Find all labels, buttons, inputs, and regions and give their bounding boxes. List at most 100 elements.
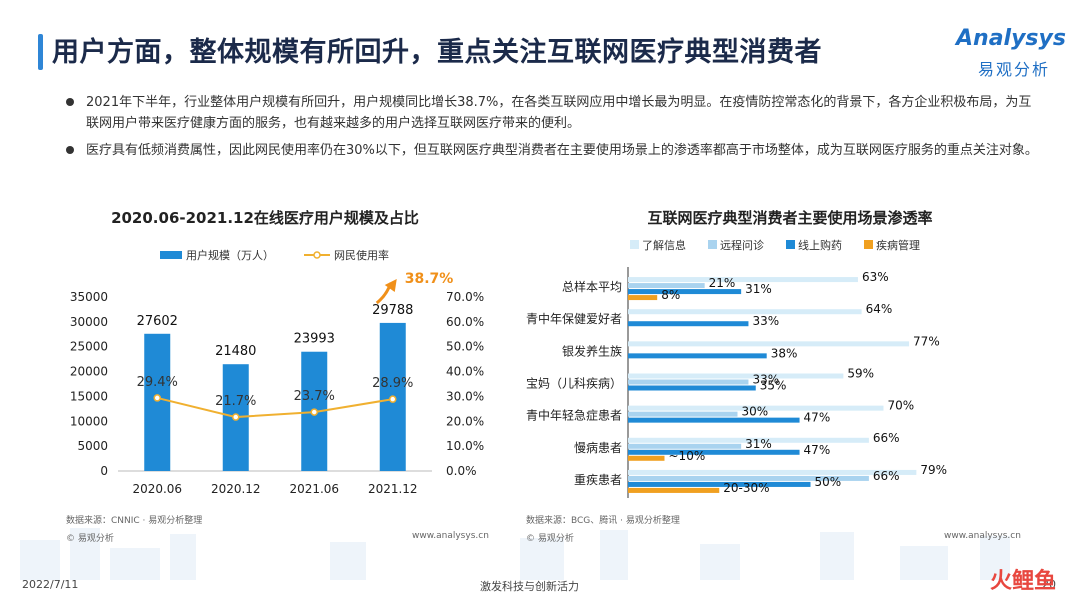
legend-marker (313, 251, 321, 259)
bar (628, 341, 910, 347)
bar-value-label: 29788 (372, 303, 413, 318)
y-left-tick-label: 15000 (70, 389, 108, 403)
analysys-logo: Analysys 易观分析 (956, 26, 1066, 82)
legend-label: 用户规模（万人） (186, 248, 274, 262)
left-website: www.analysys.cn (412, 531, 489, 541)
bar (628, 277, 858, 283)
bar-value-label: 31% (745, 282, 772, 296)
bar (628, 455, 665, 461)
bar-value-label: 8% (661, 288, 680, 302)
city-skyline-decoration (20, 528, 1010, 580)
right-chart-title: 互联网医疗典型消费者主要使用场景渗透率 (647, 209, 933, 227)
bar-value-label: 35% (760, 379, 787, 393)
y-right-tick-label: 50.0% (446, 340, 484, 354)
bullet-dot-icon (66, 98, 74, 106)
bar (628, 321, 749, 327)
legend-label: 线上购药 (798, 238, 842, 252)
legend-swatch (864, 240, 873, 249)
legend-swatch-bars (160, 251, 182, 259)
bar (628, 353, 767, 359)
bar-value-label: 33% (752, 314, 779, 328)
bar (628, 385, 756, 391)
logo-text-cn: 易观分析 (978, 60, 1051, 79)
bar-value-label: 59% (847, 367, 874, 381)
bar-value-label: 64% (866, 302, 893, 316)
line-value-label: 21.7% (215, 394, 256, 409)
bar (144, 333, 171, 471)
watermark-logo: 火鲤鱼 (990, 569, 1057, 594)
right-website: www.analysys.cn (944, 531, 1021, 541)
page-title: 用户方面，整体规模有所回升，重点关注互联网医疗典型消费者 (52, 37, 822, 68)
bar-value-label: 63% (862, 270, 889, 284)
bar (628, 481, 811, 487)
logo-text-en: Analysys (956, 26, 1066, 51)
line-value-label: 28.9% (372, 376, 413, 391)
growth-arrowhead-icon (384, 279, 397, 292)
footer-date: 2022/7/11 (22, 578, 79, 591)
bar-value-label: 38% (771, 346, 798, 360)
bullet-dot-icon (66, 146, 74, 154)
bar (628, 443, 742, 449)
bar (628, 437, 869, 443)
bar (628, 289, 742, 295)
bar (628, 405, 884, 411)
category-label: 慢病患者 (574, 440, 622, 455)
bullet-text: 医疗具有低频消费属性，因此网民使用率仍在30%以下，但互联网医疗典型消费者在主要… (86, 143, 1038, 158)
y-right-tick-label: 0.0% (446, 464, 477, 478)
legend-label: 疾病管理 (876, 238, 920, 252)
y-right-tick-label: 20.0% (446, 414, 484, 428)
right-source: 数据来源：BCG、腾讯 · 易观分析整理 (526, 516, 680, 526)
growth-annotation: 38.7% (405, 271, 454, 287)
title-accent-bar (38, 34, 43, 70)
bar (628, 475, 869, 481)
bar (628, 417, 800, 423)
bar (628, 373, 844, 379)
y-left-tick-label: 10000 (70, 414, 108, 428)
bullet-item: 2021年下半年，行业整体用户规模有所回升，用户规模同比增长38.7%，在各类互… (60, 92, 1040, 134)
line-point (389, 395, 397, 403)
category-label: 重疾患者 (574, 472, 622, 487)
legend-swatch (708, 240, 717, 249)
x-tick-label: 2021.06 (289, 482, 339, 496)
category-label: 青中年轻急症患者 (526, 408, 622, 423)
bar (628, 469, 917, 475)
bullet-item: 医疗具有低频消费属性，因此网民使用率仍在30%以下，但互联网医疗典型消费者在主要… (60, 140, 1040, 161)
left-chart-title: 2020.06-2021.12在线医疗用户规模及占比 (111, 209, 419, 227)
left-copyright: © 易观分析 (66, 534, 114, 544)
legend-swatch (786, 240, 795, 249)
bar-value-label: 21480 (215, 344, 256, 359)
category-label: 宝妈（儿科疾病） (526, 376, 622, 391)
category-label: 银发养生族 (562, 343, 622, 358)
x-tick-label: 2020.06 (132, 482, 182, 496)
bar (628, 449, 800, 455)
bar-value-label: 79% (920, 463, 947, 477)
y-left-tick-label: 30000 (70, 315, 108, 329)
y-left-tick-label: 35000 (70, 290, 108, 304)
y-right-tick-label: 70.0% (446, 290, 484, 304)
legend-swatch (630, 240, 639, 249)
bar-value-label: 27602 (137, 314, 178, 329)
bar-value-label: 20-30% (723, 481, 769, 495)
left-source: 数据来源：CNNIC · 易观分析整理 (66, 516, 203, 526)
y-right-tick-label: 40.0% (446, 365, 484, 379)
y-right-tick-label: 30.0% (446, 389, 484, 403)
right-copyright: © 易观分析 (526, 534, 574, 544)
legend-label: 了解信息 (642, 238, 686, 252)
user-scale-chart: 用户规模（万人） 网民使用率 0 5000 10000 15000 20000 25000 30… (70, 248, 484, 496)
bar-value-label: ~10% (669, 449, 706, 463)
bar-value-label: 66% (873, 431, 900, 445)
y-left-tick-label: 5000 (77, 439, 108, 453)
bar (628, 487, 720, 493)
y-left-tick-label: 0 (100, 464, 108, 478)
line-point (153, 394, 161, 402)
bar-value-label: 66% (873, 469, 900, 483)
bar-value-label: 31% (745, 437, 772, 451)
x-tick-label: 2020.12 (211, 482, 261, 496)
bar (628, 309, 862, 315)
bullet-list: 2021年下半年，行业整体用户规模有所回升，用户规模同比增长38.7%，在各类互… (60, 92, 1040, 167)
usage-rate-line (157, 396, 393, 419)
legend-label: 远程问诊 (720, 238, 764, 252)
bar-value-label: 30% (742, 405, 769, 419)
bar-value-label: 33% (752, 373, 779, 387)
y-left-tick-label: 20000 (70, 365, 108, 379)
